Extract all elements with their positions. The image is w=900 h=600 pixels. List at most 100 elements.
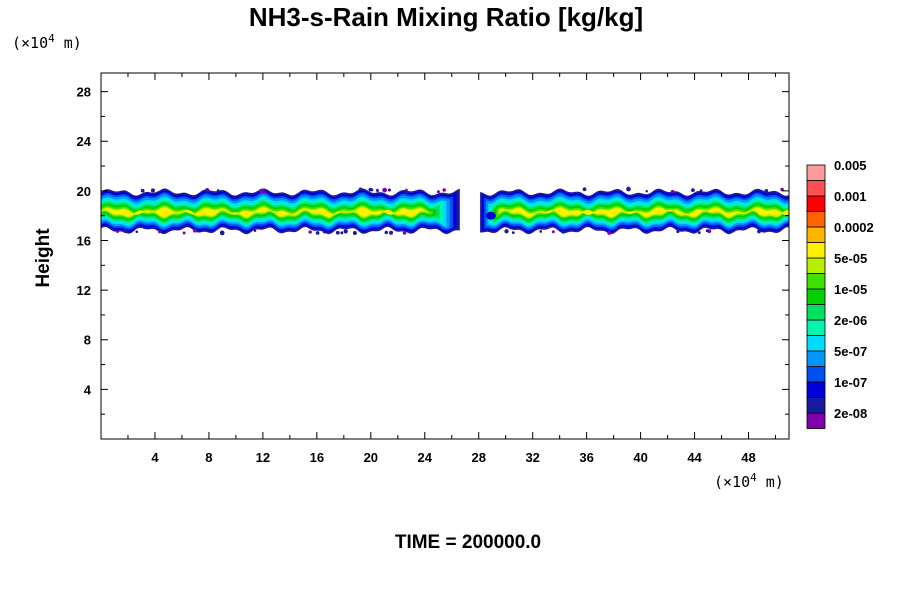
time-label: TIME = 200000.0 xyxy=(395,532,541,553)
contour-fringe xyxy=(607,230,612,235)
colorbar-swatch xyxy=(806,180,826,197)
contour-fringe xyxy=(158,230,162,234)
x-unit-label: (×104 m) xyxy=(714,471,784,491)
contour-fringe xyxy=(705,229,709,233)
contour-fringe xyxy=(699,189,703,193)
colorbar-swatch xyxy=(806,195,826,212)
contour-fringe xyxy=(389,230,394,235)
colorbar-swatch xyxy=(806,350,826,367)
x-tick-label: 4 xyxy=(151,450,159,465)
x-unit-exp: 4 xyxy=(750,471,757,484)
contour-fringe xyxy=(258,188,264,194)
y-unit-base: (×10 xyxy=(12,34,48,52)
contour-fringe xyxy=(764,189,769,193)
x-tick-label: 8 xyxy=(205,450,212,465)
colorbar-swatch xyxy=(806,164,826,181)
colorbar-swatch xyxy=(806,257,826,274)
contour-fringe xyxy=(315,231,320,235)
contour-fringe xyxy=(757,229,761,234)
chart-title: NH3-s-Rain Mixing Ratio [kg/kg] xyxy=(249,2,643,32)
x-tick-label: 16 xyxy=(310,450,324,465)
colorbar-label: 2e-06 xyxy=(834,313,867,328)
contour-fringe xyxy=(253,229,257,233)
contour-fringe xyxy=(387,188,391,192)
contour-fringe xyxy=(670,189,675,194)
colorbar: 2e-08 1e-07 5e-07 2e-06 1e-05 5e-05 0.0002 0.00… xyxy=(806,158,874,429)
contour-blob xyxy=(485,211,496,220)
colorbar-swatch xyxy=(806,397,826,414)
colorbar-label: 5e-05 xyxy=(834,251,867,266)
contour-fringe xyxy=(205,190,209,194)
contour-fringe xyxy=(382,187,387,193)
colorbar-swatch xyxy=(806,412,826,429)
contour-fringe xyxy=(135,230,139,234)
colorbar-swatch xyxy=(806,288,826,305)
contour-fringe xyxy=(123,229,128,234)
colorbar-label: 1e-05 xyxy=(834,282,867,297)
contour-fringe xyxy=(358,187,363,192)
contour-fringe xyxy=(140,188,145,193)
contour-fringe xyxy=(376,189,379,193)
contour-fringe xyxy=(645,190,648,193)
y-tick-label: 28 xyxy=(77,85,91,100)
x-tick-label: 32 xyxy=(525,450,539,465)
contour-fringe xyxy=(150,188,155,193)
contour-fringe xyxy=(402,231,407,235)
colorbar-label: 0.005 xyxy=(834,158,867,173)
contour-fringe xyxy=(352,231,357,236)
contour-fringe xyxy=(322,230,327,234)
y-tick-label: 20 xyxy=(77,184,91,199)
colorbar-swatch xyxy=(806,242,826,259)
contour-fringe xyxy=(561,230,566,234)
y-unit-exp: 4 xyxy=(48,32,55,45)
contour-fringe xyxy=(340,231,344,235)
colorbar-swatch xyxy=(806,304,826,321)
contour-fringe xyxy=(504,229,509,234)
contour-fringe xyxy=(116,229,120,233)
colorbar-label: 1e-07 xyxy=(834,375,867,390)
x-unit-base: (×10 xyxy=(714,473,750,491)
y-axis: 4 8 12 16 20 24 28 xyxy=(77,85,789,415)
contour-fringe xyxy=(384,230,389,235)
colorbar-label: 5e-07 xyxy=(834,344,867,359)
colorbar-swatch xyxy=(806,273,826,290)
contour-fringe xyxy=(193,228,197,233)
y-tick-label: 16 xyxy=(77,233,91,248)
x-tick-label: 20 xyxy=(364,450,378,465)
contour-fringe xyxy=(219,230,225,236)
colorbar-swatch xyxy=(806,211,826,228)
colorbar-label: 0.001 xyxy=(834,189,867,204)
contour-fringe xyxy=(539,230,543,233)
x-tick-label: 28 xyxy=(471,450,485,465)
contour-level xyxy=(500,207,789,217)
colorbar-swatch xyxy=(806,381,826,398)
y-axis-label: Height xyxy=(33,228,54,288)
colorbar-swatch xyxy=(806,335,826,352)
contour-fringe xyxy=(182,231,186,235)
x-tick-label: 24 xyxy=(418,450,433,465)
mixing-ratio-contours xyxy=(101,186,789,236)
contour-fringe xyxy=(436,190,440,194)
y-tick-label: 8 xyxy=(84,333,91,348)
colorbar-label: 2e-08 xyxy=(834,406,867,421)
plot-frame xyxy=(100,72,790,440)
contour-fringe xyxy=(697,231,701,235)
contour-fringe xyxy=(326,230,330,235)
y-unit-label: (×104 m) xyxy=(12,32,82,52)
contour-fringe xyxy=(335,230,340,235)
y-tick-label: 4 xyxy=(84,382,92,397)
x-tick-label: 12 xyxy=(256,450,270,465)
contour-fringe xyxy=(368,187,373,192)
contour-level xyxy=(101,206,430,219)
contour-fringe xyxy=(442,188,446,192)
colorbar-swatch xyxy=(806,319,826,336)
contour-fringe xyxy=(308,230,312,234)
contour-level xyxy=(101,207,427,217)
contour-fringe xyxy=(216,189,220,193)
contour-fringe xyxy=(626,186,631,192)
x-tick-label: 40 xyxy=(633,450,647,465)
colorbar-swatch xyxy=(806,366,826,383)
colorbar-label: 0.0002 xyxy=(834,220,874,235)
